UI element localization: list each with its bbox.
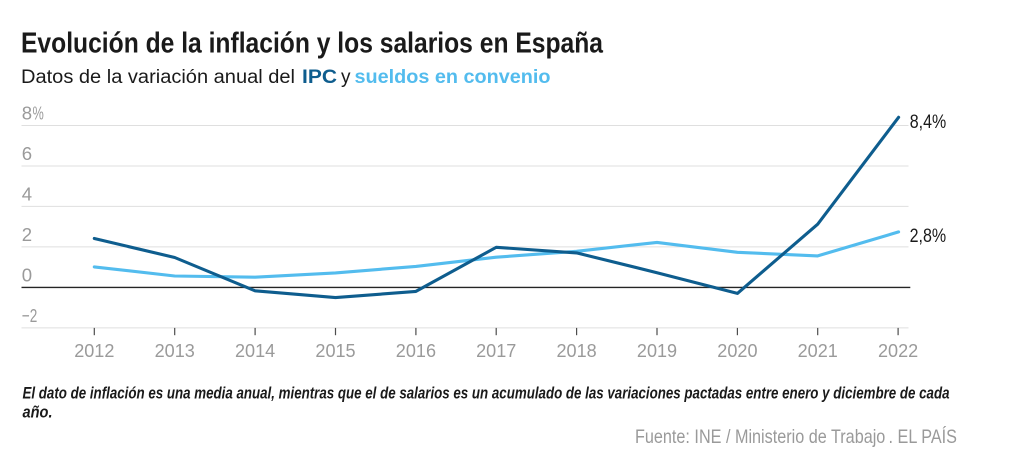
svg-text:sueldos en convenio: sueldos en convenio [355, 67, 551, 88]
svg-text:%: % [33, 103, 44, 124]
svg-text:0: 0 [22, 265, 32, 286]
svg-text:El dato de inflación es una me: El dato de inflación es una media anual,… [23, 384, 950, 402]
svg-text:Datos de la variación anual de: Datos de la variación anual del [21, 67, 295, 88]
svg-text:8,4%: 8,4% [910, 112, 946, 133]
svg-text:2021: 2021 [798, 340, 838, 361]
svg-text:Evolución de la inflación y lo: Evolución de la inflación y los salarios… [21, 27, 603, 59]
svg-text:2017: 2017 [476, 340, 516, 361]
svg-text:2015: 2015 [315, 340, 355, 361]
svg-text:4: 4 [22, 184, 32, 205]
svg-text:Fuente: INE / Ministerio de Tr: Fuente: INE / Ministerio de Trabajo . EL… [635, 425, 957, 448]
svg-text:2: 2 [22, 224, 32, 245]
svg-text:−2: −2 [22, 305, 38, 326]
svg-text:2018: 2018 [557, 340, 597, 361]
svg-text:2020: 2020 [717, 340, 757, 361]
svg-text:IPC: IPC [302, 67, 337, 88]
svg-text:6: 6 [22, 143, 32, 164]
svg-text:2022: 2022 [878, 340, 918, 361]
svg-text:y: y [341, 67, 351, 88]
svg-text:año.: año. [23, 403, 53, 421]
svg-text:2019: 2019 [637, 340, 677, 361]
svg-text:8: 8 [22, 103, 32, 124]
svg-text:2,8%: 2,8% [910, 226, 947, 247]
svg-text:2014: 2014 [235, 340, 275, 361]
svg-text:2016: 2016 [396, 340, 436, 361]
svg-text:2013: 2013 [155, 340, 195, 361]
svg-text:2012: 2012 [74, 340, 114, 361]
